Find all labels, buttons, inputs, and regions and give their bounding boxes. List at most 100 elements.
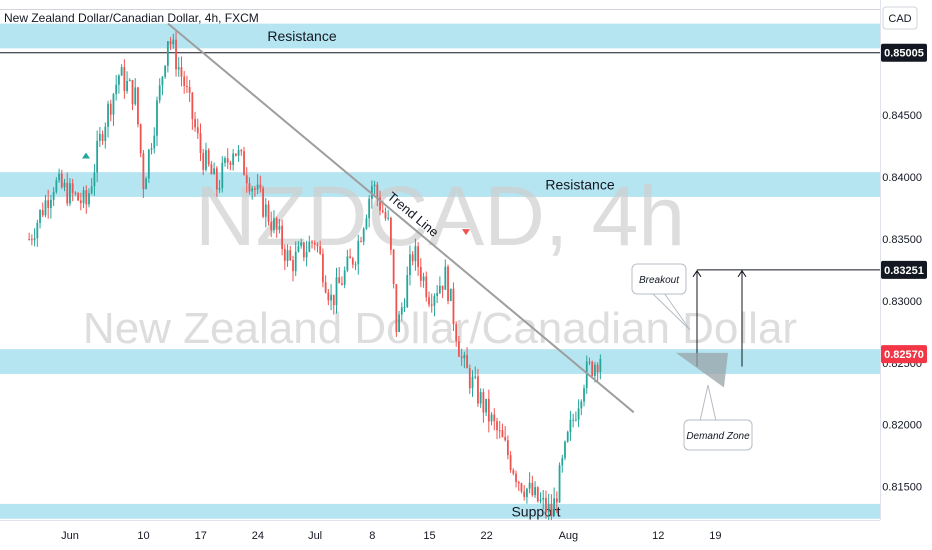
candle-body <box>82 190 85 204</box>
candle-body <box>215 168 218 190</box>
candle-body <box>555 498 558 503</box>
y-tick-label: 0.81500 <box>882 482 922 494</box>
candle-body <box>406 275 409 308</box>
y-tick-label: 0.82000 <box>882 420 922 432</box>
candle-body <box>558 465 561 503</box>
candle-body <box>254 188 256 190</box>
candle-body <box>292 260 294 272</box>
candle-body <box>351 258 354 265</box>
candle-body <box>482 392 485 413</box>
candle-body <box>335 277 338 306</box>
candle-body <box>572 419 575 421</box>
candle-body <box>161 76 164 86</box>
candle-body <box>341 283 343 285</box>
x-tick-label: 8 <box>369 530 375 542</box>
candle-body <box>395 284 398 332</box>
candle-body <box>120 67 123 76</box>
candle-body <box>156 100 158 136</box>
candle-body <box>237 150 240 156</box>
candle-body <box>585 361 588 389</box>
candle-body <box>569 419 572 432</box>
candle-body <box>463 354 466 359</box>
candle-body <box>28 239 31 241</box>
candle-body <box>270 221 273 231</box>
breakout-callout-text: Breakout <box>639 275 680 286</box>
arrow-head <box>737 269 747 278</box>
candle-body <box>286 250 289 261</box>
time-axis[interactable] <box>0 520 932 550</box>
candle-body <box>118 75 120 85</box>
price-axis[interactable] <box>880 0 932 520</box>
candle-body <box>330 294 332 301</box>
candle-body <box>47 200 50 208</box>
candle-body <box>240 150 243 152</box>
candle-body <box>387 217 390 219</box>
candle-body <box>509 455 512 471</box>
candle-body <box>313 243 316 245</box>
candle-body <box>536 487 539 502</box>
candle-body <box>205 150 207 170</box>
candle-body <box>180 67 183 77</box>
candle-body <box>594 364 596 376</box>
candle-body <box>264 204 267 217</box>
x-tick-label: 19 <box>709 530 721 542</box>
demand-zone-callout-text: Demand Zone <box>686 431 750 442</box>
currency-button[interactable] <box>882 6 918 30</box>
candle-body <box>430 304 433 306</box>
x-tick-label: Aug <box>559 530 579 542</box>
candle-body <box>153 135 156 149</box>
candle-body <box>373 184 376 187</box>
candle-body <box>392 249 395 285</box>
candle-body <box>479 392 482 404</box>
x-tick-label: Jul <box>308 530 322 542</box>
candle-body <box>256 184 259 190</box>
candle-body <box>547 503 550 513</box>
candle-body <box>425 276 428 298</box>
candle-body <box>229 162 232 165</box>
price-tag <box>881 43 927 62</box>
y-axis-ticks: 0.845000.840000.835000.830000.825000.820… <box>881 43 927 494</box>
candle-body <box>438 285 441 294</box>
candle-body <box>577 408 580 420</box>
candle-body <box>346 256 349 271</box>
candle-body <box>539 499 542 502</box>
candle-body <box>327 292 330 301</box>
candle-body <box>311 241 313 244</box>
candle-body <box>324 282 327 293</box>
buy-marker <box>82 152 90 159</box>
candle-body <box>251 188 254 192</box>
candle-body <box>308 241 311 252</box>
candle-body <box>232 153 235 165</box>
candle-body <box>390 217 392 250</box>
candle-body <box>131 80 134 105</box>
candle-body <box>498 430 501 432</box>
candle-body <box>188 86 191 93</box>
chart-title: New Zealand Dollar/Canadian Dollar, 4h, … <box>4 11 259 25</box>
candle-body <box>41 209 44 216</box>
candle-body <box>545 497 547 513</box>
candle-body <box>98 134 101 141</box>
candle-body <box>490 414 493 422</box>
candle-body <box>419 266 422 281</box>
candle-body <box>316 244 319 247</box>
candle-body <box>283 248 286 261</box>
candle-body <box>458 341 460 357</box>
candle-body <box>365 218 368 229</box>
zone-label: Resistance <box>267 28 336 44</box>
price-tag-label: 0.85005 <box>884 48 924 60</box>
candle-body <box>278 225 281 230</box>
candle-body <box>128 80 131 82</box>
candle-body <box>126 80 128 92</box>
candle-body <box>44 200 47 216</box>
candle-body <box>267 204 270 222</box>
candle-body <box>357 240 360 265</box>
candle-body <box>202 153 205 170</box>
candle-body <box>526 488 528 497</box>
candle-body <box>199 133 202 154</box>
candle-body <box>191 92 194 120</box>
candle-body <box>74 192 77 194</box>
candle-body <box>77 193 80 201</box>
candle-body <box>368 198 371 219</box>
x-tick-label: 24 <box>252 530 264 542</box>
